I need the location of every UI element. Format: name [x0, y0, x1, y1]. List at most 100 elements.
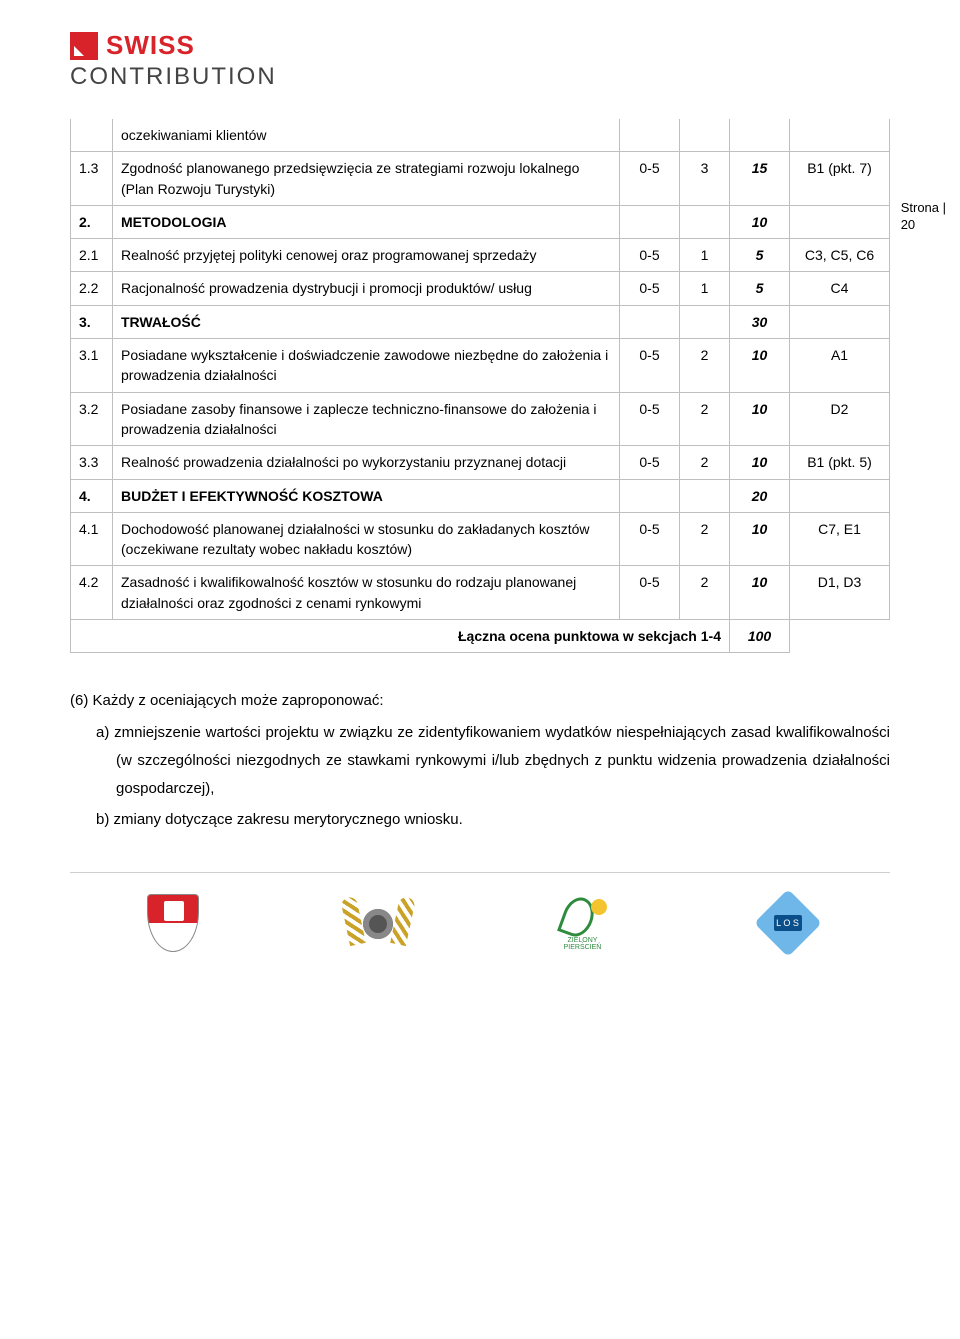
footer-diamond-text: L O S — [774, 915, 802, 931]
table-cell: 0-5 — [620, 512, 680, 566]
table-cell: 0-5 — [620, 392, 680, 446]
footer-logo-wheat — [338, 891, 418, 955]
table-row: oczekiwaniami klientów — [71, 119, 890, 152]
footer-green-text: ZIELONY PIERŚCIEŃ — [553, 937, 613, 951]
footer-logo-diamond: L O S — [748, 891, 828, 955]
table-cell: 2 — [680, 392, 730, 446]
table-cell: B1 (pkt. 5) — [790, 446, 890, 479]
summary-empty — [790, 620, 890, 653]
table-cell — [680, 119, 730, 152]
scoring-table: oczekiwaniami klientów1.3Zgodność planow… — [70, 119, 890, 653]
table-cell: 0-5 — [620, 339, 680, 393]
table-row: 2.2Racjonalność prowadzenia dystrybucji … — [71, 272, 890, 305]
table-cell — [620, 479, 680, 512]
table-cell: 2 — [680, 339, 730, 393]
page-number-label: Strona | 20 — [901, 200, 946, 234]
table-cell: Racjonalność prowadzenia dystrybucji i p… — [113, 272, 620, 305]
table-cell: Realność przyjętej polityki cenowej oraz… — [113, 239, 620, 272]
table-cell: 1 — [680, 272, 730, 305]
table-cell — [790, 205, 890, 238]
body-intro: (6) Każdy z oceniających może zaproponow… — [70, 687, 890, 715]
body-item-b: b) zmiany dotyczące zakresu merytoryczne… — [70, 806, 890, 834]
table-row: 4.2Zasadność i kwalifikowalność kosztów … — [71, 566, 890, 620]
table-cell: 0-5 — [620, 446, 680, 479]
table-row: 3.1Posiadane wykształcenie i doświadczen… — [71, 339, 890, 393]
table-cell: Zgodność planowanego przedsięwzięcia ze … — [113, 152, 620, 206]
table-cell: 2.1 — [71, 239, 113, 272]
table-cell: 2 — [680, 512, 730, 566]
page-side-num: 20 — [901, 217, 915, 232]
page-side-text: Strona | — [901, 200, 946, 215]
table-cell: Zasadność i kwalifikowalność kosztów w s… — [113, 566, 620, 620]
table-row: 3.3Realność prowadzenia działalności po … — [71, 446, 890, 479]
table-cell: 30 — [730, 305, 790, 338]
table-cell — [620, 205, 680, 238]
summary-label: Łączna ocena punktowa w sekcjach 1-4 — [71, 620, 730, 653]
table-cell — [790, 305, 890, 338]
table-cell — [620, 119, 680, 152]
table-cell — [730, 119, 790, 152]
table-cell: 2.2 — [71, 272, 113, 305]
table-cell: TRWAŁOŚĆ — [113, 305, 620, 338]
logo-mark-icon — [70, 32, 98, 60]
table-cell: 15 — [730, 152, 790, 206]
table-cell: 10 — [730, 566, 790, 620]
table-cell: 0-5 — [620, 239, 680, 272]
swiss-contribution-logo: SWISS CONTRIBUTION — [70, 30, 890, 91]
table-cell: 0-5 — [620, 272, 680, 305]
table-cell: BUDŻET I EFEKTYWNOŚĆ KOSZTOWA — [113, 479, 620, 512]
table-cell: 10 — [730, 339, 790, 393]
table-cell: 5 — [730, 272, 790, 305]
table-row: 2.METODOLOGIA 10 — [71, 205, 890, 238]
table-cell: C3, C5, C6 — [790, 239, 890, 272]
logo-line2: CONTRIBUTION — [70, 63, 890, 91]
body-paragraphs: (6) Każdy z oceniających może zaproponow… — [70, 687, 890, 834]
table-cell — [680, 205, 730, 238]
table-cell: D1, D3 — [790, 566, 890, 620]
table-cell: B1 (pkt. 7) — [790, 152, 890, 206]
table-cell: 3.3 — [71, 446, 113, 479]
table-cell: Posiadane zasoby finansowe i zaplecze te… — [113, 392, 620, 446]
table-cell: 10 — [730, 205, 790, 238]
table-cell: 3.2 — [71, 392, 113, 446]
table-row: 4.1Dochodowość planowanej działalności w… — [71, 512, 890, 566]
table-cell: C4 — [790, 272, 890, 305]
table-cell: 1 — [680, 239, 730, 272]
table-cell — [790, 119, 890, 152]
table-cell — [620, 305, 680, 338]
table-cell: 5 — [730, 239, 790, 272]
table-cell: 3 — [680, 152, 730, 206]
table-cell: METODOLOGIA — [113, 205, 620, 238]
table-cell: A1 — [790, 339, 890, 393]
table-cell: 4.1 — [71, 512, 113, 566]
body-item-a: a) zmniejszenie wartości projektu w zwią… — [70, 719, 890, 802]
table-cell — [790, 479, 890, 512]
table-cell: 4.2 — [71, 566, 113, 620]
table-cell: 10 — [730, 446, 790, 479]
table-cell: 3.1 — [71, 339, 113, 393]
table-cell: D2 — [790, 392, 890, 446]
table-cell: 2. — [71, 205, 113, 238]
table-row: 3.TRWAŁOŚĆ 30 — [71, 305, 890, 338]
table-cell — [680, 305, 730, 338]
table-cell — [680, 479, 730, 512]
table-row: 4.BUDŻET I EFEKTYWNOŚĆ KOSZTOWA 20 — [71, 479, 890, 512]
table-cell: 2 — [680, 566, 730, 620]
table-cell — [71, 119, 113, 152]
table-cell: 0-5 — [620, 152, 680, 206]
table-cell: oczekiwaniami klientów — [113, 119, 620, 152]
table-cell: 4. — [71, 479, 113, 512]
table-cell: 1.3 — [71, 152, 113, 206]
table-cell: 20 — [730, 479, 790, 512]
summary-total: 100 — [730, 620, 790, 653]
table-cell: 3. — [71, 305, 113, 338]
table-cell: 0-5 — [620, 566, 680, 620]
table-cell: Dochodowość planowanej działalności w st… — [113, 512, 620, 566]
table-row: 3.2Posiadane zasoby finansowe i zaplecze… — [71, 392, 890, 446]
footer-logo-green: ZIELONY PIERŚCIEŃ — [543, 891, 623, 955]
table-row: 2.1Realność przyjętej polityki cenowej o… — [71, 239, 890, 272]
footer-logos: ZIELONY PIERŚCIEŃ L O S — [70, 872, 890, 955]
table-cell: Realność prowadzenia działalności po wyk… — [113, 446, 620, 479]
table-row: 1.3Zgodność planowanego przedsięwzięcia … — [71, 152, 890, 206]
footer-logo-shield — [133, 891, 213, 955]
